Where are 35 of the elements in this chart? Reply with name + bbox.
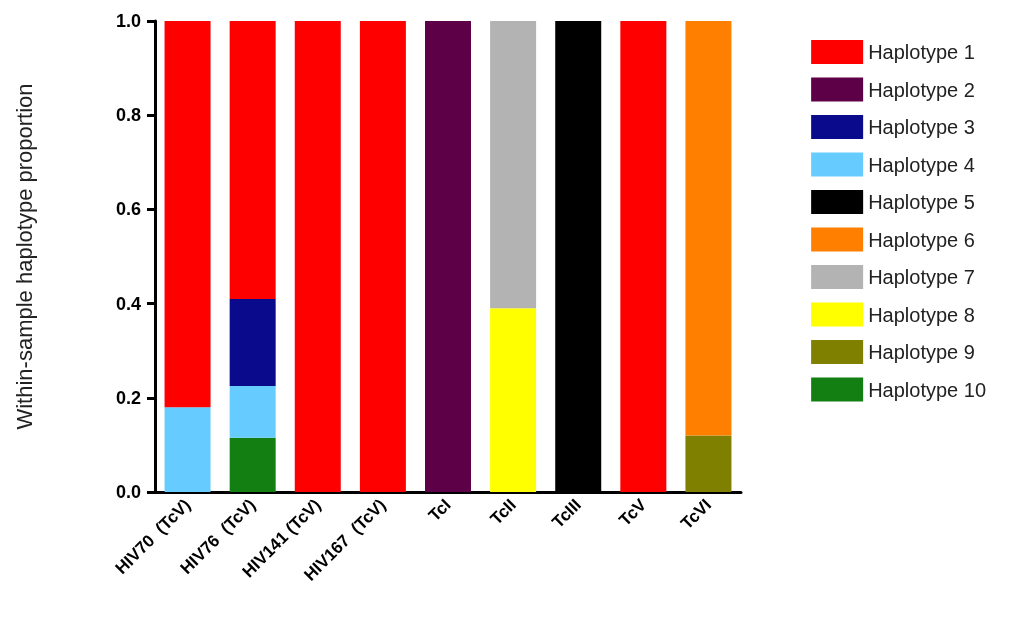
bar xyxy=(229,298,276,387)
legend-label: Haplotype 2 xyxy=(868,78,975,101)
bar xyxy=(490,308,537,492)
bar xyxy=(685,21,732,436)
y-axis-title: Within-sample haplotype proportion xyxy=(11,83,37,430)
legend-label: Haplotype 6 xyxy=(868,228,975,251)
legend-label: Haplotype 8 xyxy=(868,303,975,326)
x-tick-label: TcV xyxy=(615,494,651,530)
bar xyxy=(229,386,276,438)
legend-label: Haplotype 5 xyxy=(868,191,975,213)
legend-label: Haplotype 1 xyxy=(868,41,975,63)
bar xyxy=(425,21,471,492)
bar xyxy=(229,437,276,492)
legend-label: Haplotype 9 xyxy=(868,341,975,363)
y-tick-label: 0.6 xyxy=(115,199,141,220)
bar xyxy=(359,21,406,492)
bar xyxy=(164,21,211,408)
legend-label: Haplotype 7 xyxy=(868,266,975,288)
x-tick-label: TcI xyxy=(424,495,455,526)
y-tick-label: 1.0 xyxy=(115,11,141,31)
y-tick-label: 0.0 xyxy=(115,482,141,502)
x-tick-label: TcIII xyxy=(548,495,585,532)
y-tick-label: 0.2 xyxy=(115,387,141,408)
bar xyxy=(490,21,537,309)
bar xyxy=(229,21,276,299)
legend-label: Haplotype 4 xyxy=(868,153,975,176)
y-tick-label: 0.4 xyxy=(115,293,141,314)
bar xyxy=(294,21,341,492)
bar xyxy=(685,435,732,492)
bar xyxy=(164,407,211,492)
legend-label: Haplotype 3 xyxy=(868,116,975,138)
legend-label: Haplotype 10 xyxy=(868,378,987,401)
y-tick-label: 0.8 xyxy=(115,105,141,126)
bar xyxy=(620,21,667,492)
x-tick-label: TcII xyxy=(486,495,520,529)
